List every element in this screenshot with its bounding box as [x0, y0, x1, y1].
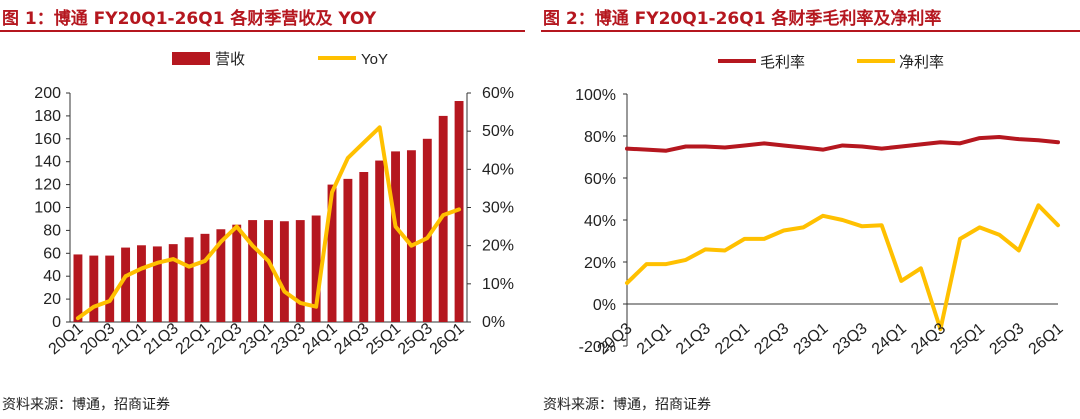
right-y-tick-label: 10%: [482, 276, 514, 293]
left-chart-title: 图 1：博通 FY20Q1-26Q1 各财季营收及 YOY: [2, 9, 377, 29]
left-source-note: 资料来源：博通，招商证券: [2, 397, 170, 413]
right-y-tick-label: 40%: [482, 161, 514, 178]
legend-revenue-label: 营收: [215, 51, 245, 68]
revenue-bar: [295, 220, 305, 322]
y-tick-label: -20%: [579, 339, 616, 356]
revenue-bar: [168, 244, 178, 322]
left-y-tick-label: 200: [34, 85, 61, 102]
left-y-tick-label: 80: [43, 222, 61, 239]
y-tick-label: 80%: [584, 129, 616, 146]
right-y-tick-label: 50%: [482, 123, 514, 140]
net-margin-line: [625, 203, 1060, 332]
right-title-rule: [541, 30, 1080, 32]
legend-gross-label: 毛利率: [760, 54, 805, 71]
revenue-yoy-chart: 0 20 40 60 80 100 120 140 160 180 200 0% 10% 20% 30% 40…: [34, 51, 514, 358]
revenue-bar: [391, 151, 400, 322]
revenue-bar: [279, 221, 289, 322]
left-y-tick-label: 60: [43, 245, 61, 262]
left-y-tick-label: 40: [43, 268, 61, 285]
revenue-bar: [184, 237, 194, 322]
revenue-bar: [422, 138, 432, 322]
left-y-tick-label: 0: [52, 314, 61, 331]
revenue-bar: [216, 229, 226, 322]
revenue-bar: [311, 215, 321, 322]
x-tick-label: 25Q3: [986, 320, 1027, 358]
x-tick-label: 26Q1: [1026, 320, 1067, 358]
x-tick-label: 22Q1: [712, 320, 753, 358]
left-y-tick-label: 140: [34, 154, 61, 171]
right-y-tick-label: 30%: [482, 200, 514, 217]
x-tick-label: 23Q3: [830, 320, 871, 358]
left-y-tick-label: 120: [34, 177, 61, 194]
y-tick-label: 60%: [584, 171, 616, 188]
left-title-rule: [0, 30, 525, 32]
revenue-bar: [359, 172, 369, 322]
revenue-bar: [375, 160, 385, 322]
revenue-bar: [264, 220, 273, 322]
right-y-tick-label: 20%: [482, 238, 514, 255]
left-y-tick-label: 180: [34, 108, 61, 125]
y-tick-label: 0%: [593, 297, 616, 314]
x-tick-label: 21Q3: [673, 320, 714, 358]
left-y-tick-label: 160: [34, 131, 61, 148]
x-tick-label: 23Q1: [791, 320, 832, 358]
y-tick-label: 100%: [575, 87, 616, 104]
revenue-bar: [121, 247, 131, 322]
revenue-bar: [438, 115, 448, 323]
revenue-bar: [152, 246, 162, 322]
legend-net-label: 净利率: [899, 54, 944, 71]
y-tick-label: 40%: [584, 213, 616, 230]
left-y-tick-label: 100: [34, 200, 61, 217]
revenue-bar: [137, 245, 146, 322]
gross-margin-line: [625, 135, 1060, 153]
legend-revenue-swatch: [172, 52, 210, 65]
yoy-line: [75, 125, 462, 321]
revenue-bar: [200, 233, 210, 322]
right-y-tick-label: 60%: [482, 85, 514, 102]
revenue-bar: [327, 184, 337, 322]
legend-yoy-label: YoY: [361, 51, 388, 68]
right-source-note: 资料来源：博通，招商证券: [543, 397, 711, 413]
x-tick-label: 21Q1: [634, 320, 675, 358]
revenue-bar: [406, 150, 416, 322]
revenue-bar: [232, 224, 242, 322]
x-tick-label: 24Q1: [869, 320, 910, 358]
y-tick-label: 20%: [584, 255, 616, 272]
right-y-tick-label: 0%: [482, 314, 505, 331]
revenue-bar: [105, 255, 115, 322]
revenue-bar: [73, 254, 83, 322]
revenue-bar: [89, 255, 99, 322]
x-tick-label: 22Q3: [751, 320, 792, 358]
left-y-tick-label: 20: [43, 291, 61, 308]
revenue-bar: [248, 220, 258, 322]
right-chart-title: 图 2：博通 FY20Q1-26Q1 各财季毛利率及净利率: [543, 9, 942, 29]
x-tick-label: 25Q1: [947, 320, 988, 358]
revenue-bar: [343, 178, 353, 322]
